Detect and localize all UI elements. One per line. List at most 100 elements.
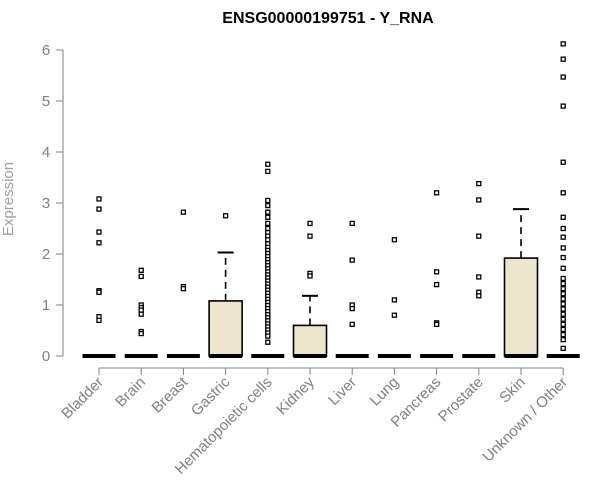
outlier-point (476, 180, 482, 187)
outlier-point (138, 311, 144, 317)
box-iqr (292, 324, 328, 357)
outlier-point (222, 213, 229, 219)
outlier-point (138, 330, 144, 337)
box-brain (124, 267, 158, 358)
outlier-point (180, 286, 187, 292)
box-iqr (503, 257, 539, 357)
outlier-point (349, 257, 355, 263)
outlier-point (560, 316, 566, 322)
outlier-point (180, 209, 187, 215)
y-tick-label: 3 (42, 195, 50, 212)
y-tick-label: 4 (42, 144, 50, 161)
outlier-point (349, 321, 355, 328)
outlier-point (307, 273, 313, 279)
outlier-point (560, 254, 566, 261)
x-tick-label: Lung (367, 374, 403, 410)
outlier-point (433, 269, 440, 275)
x-tick-label: Liver (325, 374, 360, 409)
outlier-point (307, 220, 313, 227)
outlier-point (560, 311, 566, 317)
y-tick-label: 5 (42, 93, 50, 110)
outlier-point (391, 297, 398, 303)
outlier-point (560, 56, 566, 62)
box-breast (166, 209, 200, 358)
outlier-point (96, 317, 102, 323)
box-skin (503, 208, 539, 358)
y-tick-label: 1 (42, 297, 50, 314)
outlier-point (476, 293, 482, 299)
outlier-point (476, 274, 482, 280)
y-tick-label: 6 (42, 42, 50, 59)
outlier-point (560, 265, 566, 271)
box-hematopoietic-cells (251, 161, 285, 358)
outlier-point (138, 307, 144, 313)
outlier-point (96, 229, 102, 235)
x-tick-label: Kidney (273, 373, 318, 418)
outlier-point (560, 225, 566, 232)
outlier-point (265, 197, 271, 204)
y-tick-label: 2 (42, 246, 50, 263)
box-kidney (292, 220, 328, 358)
outlier-point (349, 305, 355, 312)
outlier-point (265, 225, 271, 232)
outlier-point (307, 233, 313, 239)
outlier-point (96, 289, 102, 295)
outlier-point (433, 281, 440, 288)
box-unknown-other (546, 41, 580, 358)
boxes (82, 41, 580, 358)
outlier-point (560, 41, 566, 47)
outlier-point (265, 214, 271, 220)
box-pancreas (420, 190, 454, 358)
outlier-point (560, 275, 566, 282)
outlier-point (560, 286, 566, 292)
outlier-point (265, 333, 271, 339)
box-prostate (462, 180, 496, 358)
outlier-point (476, 197, 482, 203)
outlier-point (349, 220, 355, 227)
outlier-point (560, 321, 566, 328)
outlier-point (265, 209, 271, 215)
outlier-point (560, 301, 566, 307)
outlier-point (265, 220, 271, 227)
outlier-point (560, 345, 566, 352)
outlier-point (560, 296, 566, 302)
x-tick-label: Prostate (435, 374, 487, 426)
outlier-point (560, 245, 566, 251)
box-lung (377, 237, 411, 358)
outlier-point (476, 233, 482, 239)
outlier-point (138, 267, 144, 273)
x-tick-label: Skin (496, 374, 529, 407)
outlier-point (265, 161, 271, 167)
outlier-point (560, 331, 566, 338)
outlier-point (560, 337, 566, 343)
outlier-point (560, 214, 566, 220)
box-liver (335, 220, 369, 358)
x-tick-label: Bladder (58, 374, 107, 423)
outlier-point (433, 321, 440, 328)
outlier-point (560, 280, 566, 287)
outlier-point (560, 74, 566, 80)
y-axis: 0 1 2 3 4 5 6 (42, 42, 64, 365)
outlier-point (96, 206, 102, 212)
outlier-point (391, 312, 398, 318)
outlier-point (265, 339, 271, 345)
outlier-point (265, 237, 271, 243)
outlier-point (138, 273, 144, 280)
outlier-point (560, 326, 566, 333)
outlier-point (560, 103, 566, 109)
x-tick-label: Brain (112, 374, 149, 411)
outlier-point (560, 291, 566, 297)
outlier-point (265, 168, 271, 175)
outlier-point (560, 190, 566, 196)
box-gastric (208, 213, 243, 358)
box-bladder (82, 196, 116, 358)
outlier-point (391, 237, 398, 243)
outlier-point (433, 190, 440, 196)
chart-title: ENSG00000199751 - Y_RNA (222, 10, 434, 27)
box-iqr (208, 300, 243, 357)
outlier-point (560, 234, 566, 240)
outlier-point (96, 240, 102, 246)
y-axis-label: Expression (0, 162, 17, 236)
